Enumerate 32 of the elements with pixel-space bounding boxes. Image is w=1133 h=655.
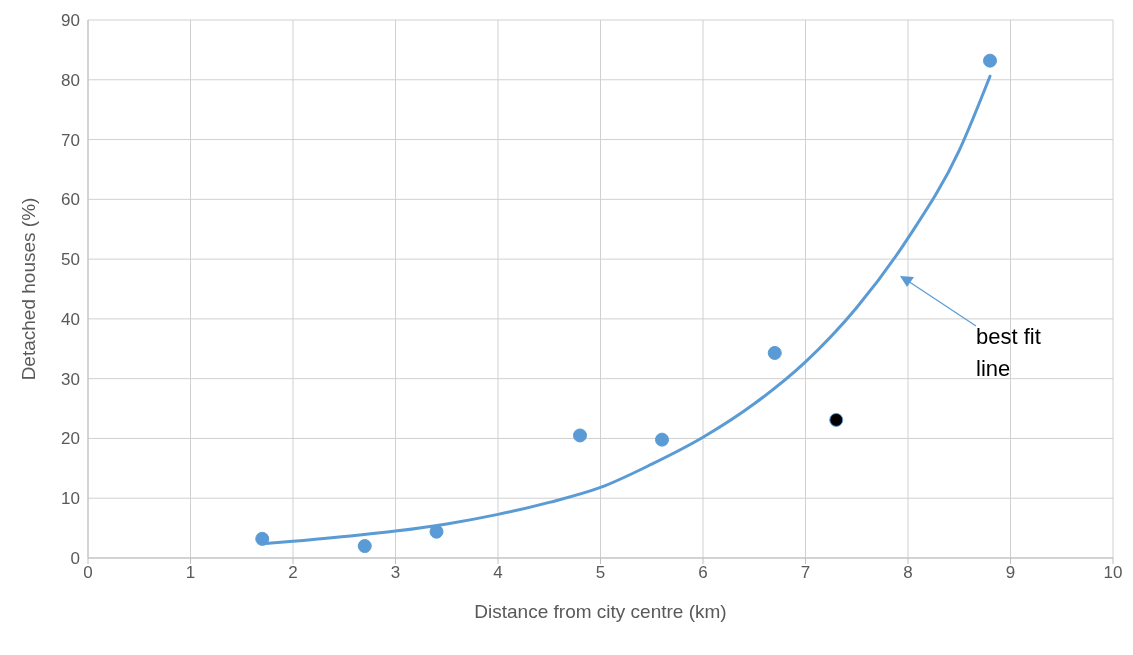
x-tick-label: 4	[493, 563, 503, 583]
point	[255, 531, 270, 546]
x-tick-label: 0	[83, 563, 93, 583]
x-tick-label: 9	[1005, 563, 1016, 583]
point	[767, 345, 782, 360]
point	[573, 428, 587, 443]
point	[655, 432, 669, 447]
point	[357, 539, 372, 554]
x-axis-title: Distance from city centre (km)	[474, 601, 727, 622]
y-tick-label: 80	[61, 70, 80, 90]
x-tick-label: 8	[903, 563, 913, 583]
x-tick-label: 3	[390, 563, 401, 583]
y-tick-label: 90	[61, 11, 80, 31]
x-tick-label: 1	[185, 563, 196, 583]
y-axis-title: Detached houses (%)	[17, 197, 39, 381]
y-tick-label: 0	[70, 549, 80, 569]
point	[829, 412, 844, 427]
y-tick-label: 10	[61, 489, 80, 509]
x-tick-label: 5	[595, 563, 606, 583]
annotation: best fit line	[976, 324, 1041, 381]
x-tick-label: 10	[1103, 563, 1123, 583]
point	[983, 53, 997, 68]
y-tick-label: 50	[61, 250, 80, 270]
y-tick-label: 40	[61, 309, 80, 329]
y-tick-label: 60	[61, 190, 80, 210]
x-tick-label: 7	[800, 563, 811, 583]
point	[429, 524, 444, 539]
y-tick-label: 70	[61, 130, 80, 150]
y-tick-label: 30	[61, 369, 80, 389]
x-tick-label: 2	[288, 563, 298, 583]
y-tick-label: 20	[61, 429, 80, 449]
x-tick-label: 6	[698, 563, 708, 583]
